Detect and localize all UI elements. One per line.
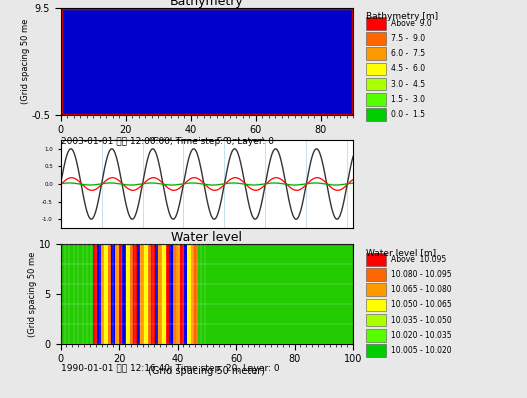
Text: 3.0 -  4.5: 3.0 - 4.5 xyxy=(391,80,425,88)
Text: 10.035 - 10.050: 10.035 - 10.050 xyxy=(391,316,451,324)
Bar xyxy=(148,244,151,344)
Bar xyxy=(140,244,144,344)
Bar xyxy=(136,244,140,344)
Y-axis label: (Grid spacing 50 me: (Grid spacing 50 me xyxy=(21,19,30,104)
Bar xyxy=(108,244,112,344)
Bar xyxy=(162,244,165,344)
Bar xyxy=(93,244,97,344)
Bar xyxy=(144,244,148,344)
Text: 7.5 -  9.0: 7.5 - 9.0 xyxy=(391,34,425,43)
Text: 4.5 -  6.0: 4.5 - 6.0 xyxy=(391,64,425,73)
Bar xyxy=(194,244,198,344)
Text: Bathymetry [m]: Bathymetry [m] xyxy=(366,12,438,21)
Bar xyxy=(101,244,104,344)
Bar xyxy=(169,244,173,344)
Text: Above  10.095: Above 10.095 xyxy=(391,255,446,264)
Bar xyxy=(112,244,115,344)
Text: 6.0 -  7.5: 6.0 - 7.5 xyxy=(391,49,425,58)
Y-axis label: (Grid spacing 50 me: (Grid spacing 50 me xyxy=(28,251,37,337)
Bar xyxy=(187,244,191,344)
Bar xyxy=(165,244,169,344)
Title: Water level: Water level xyxy=(171,231,242,244)
Text: 10.020 - 10.035: 10.020 - 10.035 xyxy=(391,331,451,339)
Bar xyxy=(130,244,133,344)
Text: 10.005 - 10.020: 10.005 - 10.020 xyxy=(391,346,451,355)
Bar xyxy=(104,244,108,344)
Text: 1.5 -  3.0: 1.5 - 3.0 xyxy=(391,95,425,103)
Text: 2003-01-01 오전 12:00:00, Time step: 0, Layer: 0: 2003-01-01 오전 12:00:00, Time step: 0, La… xyxy=(61,137,274,146)
Bar xyxy=(180,244,183,344)
Bar xyxy=(61,244,90,344)
X-axis label: (Grid spacing 50 meter): (Grid spacing 50 meter) xyxy=(148,137,266,147)
Bar xyxy=(115,244,119,344)
Bar xyxy=(159,244,162,344)
Text: 10.050 - 10.065: 10.050 - 10.065 xyxy=(391,300,451,309)
Bar xyxy=(97,244,101,344)
Bar xyxy=(183,244,187,344)
Bar xyxy=(133,244,136,344)
Text: Above  9.0: Above 9.0 xyxy=(391,19,431,28)
Bar xyxy=(119,244,122,344)
Text: 10.065 - 10.080: 10.065 - 10.080 xyxy=(391,285,451,294)
Bar xyxy=(173,244,177,344)
Bar xyxy=(191,244,194,344)
Bar xyxy=(122,244,126,344)
Bar xyxy=(126,244,130,344)
Text: 10.080 - 10.095: 10.080 - 10.095 xyxy=(391,270,451,279)
Bar xyxy=(177,244,180,344)
Text: 0.0 -  1.5: 0.0 - 1.5 xyxy=(391,110,425,119)
Title: Bathymetry: Bathymetry xyxy=(170,0,243,8)
Bar xyxy=(151,244,155,344)
X-axis label: (Grid spacing 50 meter): (Grid spacing 50 meter) xyxy=(148,366,266,376)
Text: Water level [m]: Water level [m] xyxy=(366,248,436,257)
Text: 1990-01-01 오후 12:16:40, Time step: 20, Layer: 0: 1990-01-01 오후 12:16:40, Time step: 20, L… xyxy=(61,364,279,373)
Bar xyxy=(155,244,159,344)
Bar xyxy=(90,244,93,344)
